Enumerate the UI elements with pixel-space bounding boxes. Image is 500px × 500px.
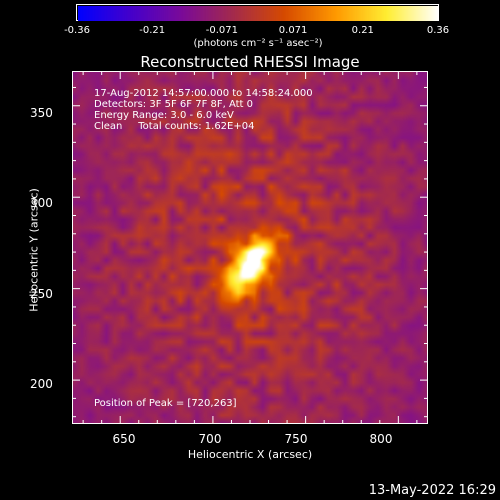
colorbar-tick-label: 0.071 (278, 25, 308, 36)
info-detectors: Detectors: 3F 5F 6F 7F 8F, Att 0 (94, 99, 254, 110)
colorbar-tick-label: -0.071 (205, 25, 239, 36)
x-axis-label: Heliocentric X (arcsec) (187, 448, 313, 461)
info-total-counts: Clean Total counts: 1.62E+04 (94, 121, 255, 132)
chart-title: Reconstructed RHESSI Image (140, 53, 360, 71)
peak-position-label: Position of Peak = [720,263] (94, 398, 237, 409)
info-energy-range: Energy Range: 3.0 - 6.0 keV (94, 110, 234, 121)
y-tick-label: 300 (30, 196, 53, 210)
x-tick-label: 800 (369, 432, 393, 446)
colorbar-gradient (78, 6, 439, 21)
x-tick-label: 700 (198, 432, 222, 446)
y-axis-label: Heliocentric Y (arcsec) (27, 188, 41, 312)
colorbar-tick-label: -0.36 (64, 25, 90, 36)
plot-area: 17-Aug-2012 14:57:00.000 to 14:58:24.000… (72, 71, 428, 424)
info-time-range: 17-Aug-2012 14:57:00.000 to 14:58:24.000 (94, 88, 313, 99)
colorbar (76, 4, 439, 21)
y-tick-label: 250 (30, 287, 53, 301)
x-tick-label: 750 (284, 432, 308, 446)
timestamp: 13-May-2022 16:29 (368, 483, 496, 498)
heatmap-image (73, 72, 427, 423)
colorbar-tick-label: -0.21 (139, 25, 166, 36)
colorbar-tick-label: 0.36 (426, 25, 450, 36)
colorbar-tick-label: 0.21 (351, 25, 374, 36)
colorbar-label: (photons cm⁻² s⁻¹ asec⁻²) (193, 38, 323, 49)
x-tick-label: 650 (112, 432, 136, 446)
y-tick-label: 350 (30, 106, 53, 120)
y-tick-label: 200 (30, 377, 53, 391)
